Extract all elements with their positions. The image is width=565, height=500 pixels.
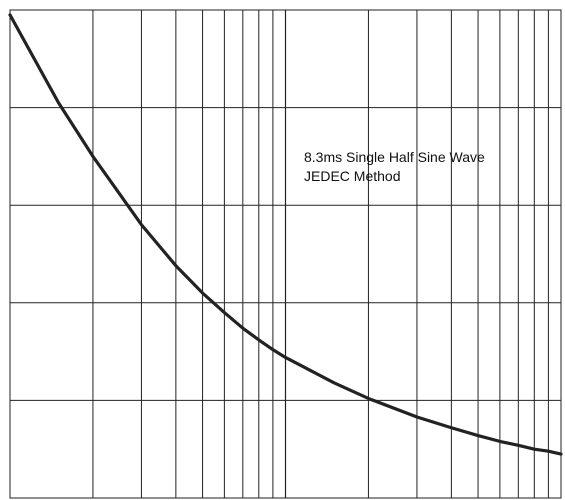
plot-frame	[9, 9, 562, 499]
annotation-line-1: 8.3ms Single Half Sine Wave	[304, 149, 485, 165]
data-curve	[8, 13, 563, 456]
grid-lines	[10, 10, 561, 498]
annotation-line-2: JEDEC Method	[304, 168, 400, 184]
